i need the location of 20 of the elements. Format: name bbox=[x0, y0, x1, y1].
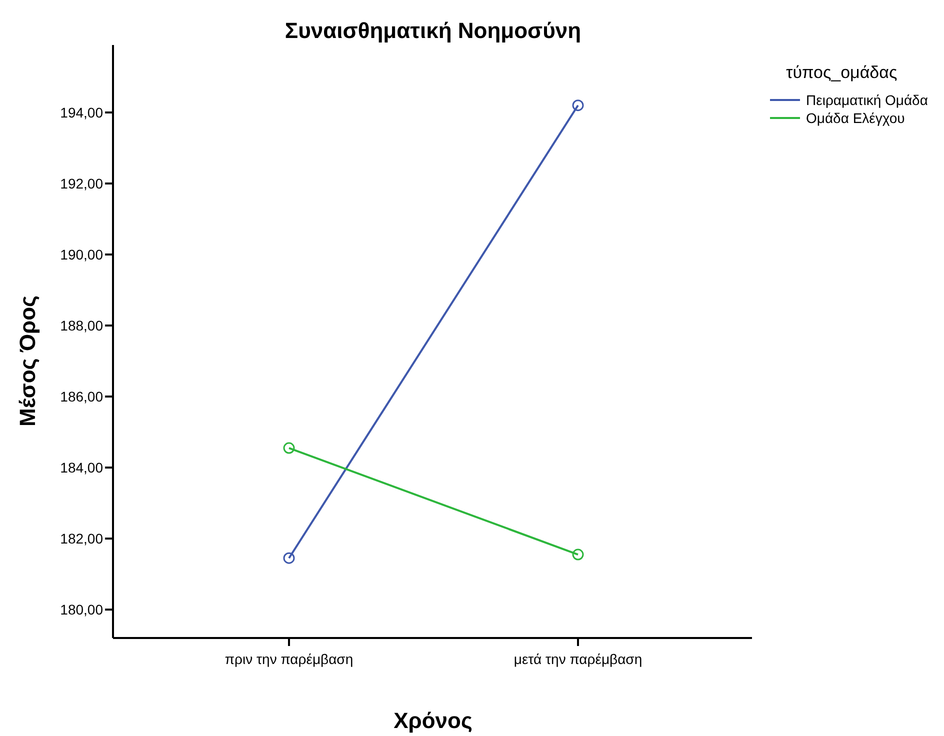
y-tick-label: 180,00 bbox=[60, 602, 104, 618]
point bbox=[572, 100, 584, 112]
y-axis-title: Μέσος Όρος bbox=[15, 294, 41, 428]
point bbox=[283, 442, 295, 454]
y-tick-label: 182,00 bbox=[60, 530, 104, 547]
y-tick-label: 188,00 bbox=[60, 317, 104, 334]
y-tick-label: 184,00 bbox=[60, 460, 104, 476]
point bbox=[283, 552, 295, 564]
y-tick-label: 194,00 bbox=[60, 104, 104, 120]
y-tick-label: 190,00 bbox=[60, 246, 104, 262]
legend-title: τύπος_ομάδας bbox=[785, 63, 898, 83]
point bbox=[572, 548, 584, 560]
legend-label: Ομάδα Ελέγχου bbox=[806, 109, 905, 127]
y-tick-label: 186,00 bbox=[60, 388, 104, 405]
x-tick-label: μετά την παρέμβαση bbox=[514, 650, 642, 667]
x-axis-title: Χρόνος bbox=[392, 708, 474, 734]
legend-label: Πειραματική Ομάδα bbox=[806, 91, 928, 109]
chart-title: Συναισθηματική Νοημοσύνη bbox=[284, 18, 582, 44]
y-tick-label: 192,00 bbox=[60, 175, 104, 192]
x-tick-label: πριν την παρέμβαση bbox=[224, 650, 354, 667]
